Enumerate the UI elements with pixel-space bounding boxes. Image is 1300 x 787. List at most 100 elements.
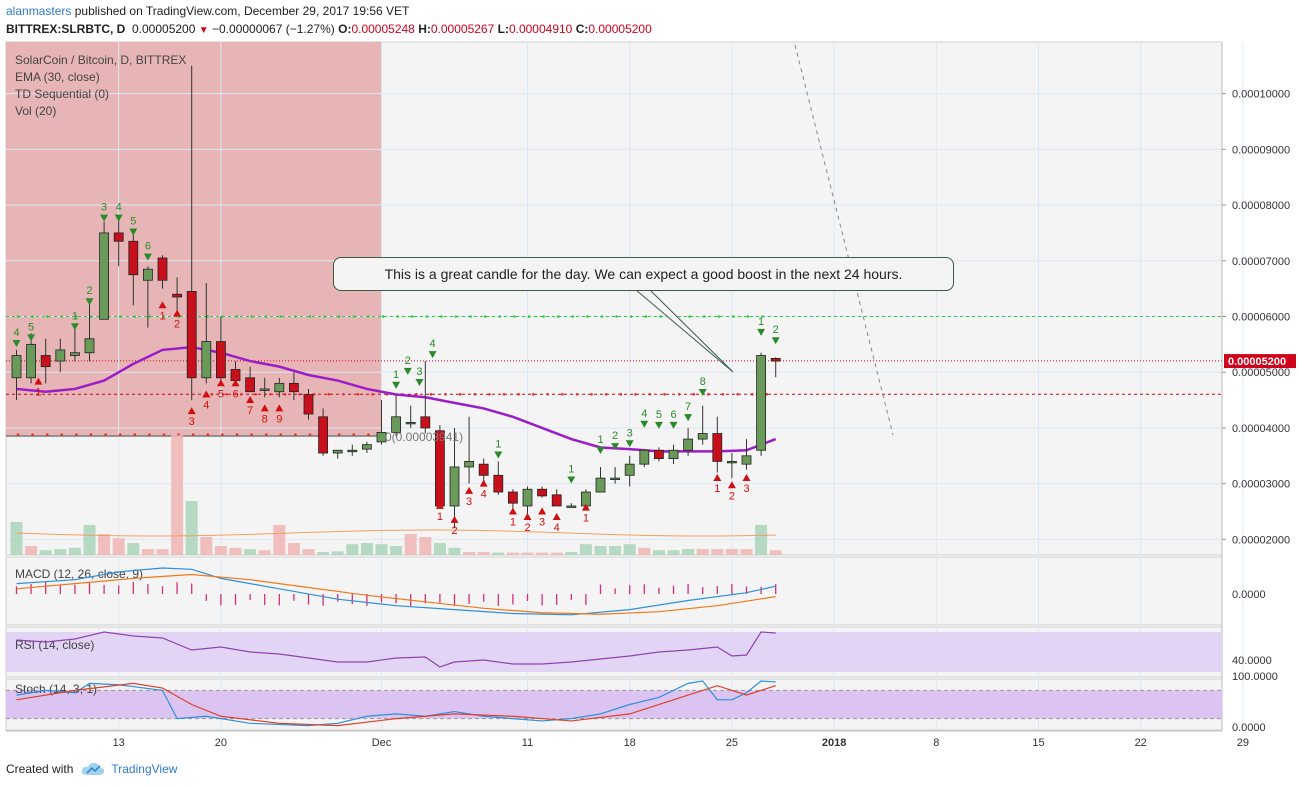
volume-bar [579, 544, 592, 555]
author-link[interactable]: alanmasters [6, 4, 72, 18]
candle-body [318, 416, 329, 454]
time-tick-label: 25 [726, 737, 738, 749]
td-dot [644, 315, 648, 318]
td-dot [590, 392, 593, 396]
volume-bar [171, 435, 184, 555]
td-count-label: 1 [758, 316, 764, 328]
td-dot [527, 315, 531, 318]
candle-body [40, 355, 51, 368]
candle-body [157, 257, 168, 281]
td-dot [89, 315, 93, 318]
candle-body [186, 291, 197, 379]
candle-body [303, 394, 314, 415]
td-dot [206, 433, 210, 436]
td-dot [513, 315, 516, 318]
volume-bar [696, 549, 709, 555]
td-dot [327, 392, 331, 396]
price-tick-label: 0.00007000 [1232, 256, 1290, 268]
td-count-label: 1 [159, 310, 165, 322]
td-count-label: 1 [510, 516, 516, 528]
td-dot [210, 392, 214, 396]
td-count-label: 1 [72, 310, 78, 322]
td-dot [118, 433, 122, 436]
td-dot [283, 392, 287, 396]
td-count-label: 3 [101, 202, 107, 214]
down-arrow-icon: ▼ [198, 25, 209, 36]
time-tick-label: 18 [624, 737, 636, 749]
td-dot [761, 315, 764, 318]
td-down-arrow-icon [415, 379, 424, 387]
candle-body [113, 232, 124, 242]
volume-bar [623, 544, 636, 555]
candle-body [624, 463, 635, 476]
open-value: 0.00005248 [351, 22, 415, 36]
td-dot [429, 392, 433, 396]
price-tick-label: 0.00004000 [1232, 423, 1290, 435]
macd-pane [5, 556, 1223, 626]
td-dot [502, 392, 506, 396]
td-count-label: 6 [232, 388, 238, 400]
candle-body [507, 491, 518, 504]
volume-bar [419, 537, 432, 555]
annotation-callout[interactable]: This is a great candle for the day. We c… [333, 257, 954, 291]
candle-body [697, 433, 708, 440]
stoch-band [6, 690, 1222, 719]
td-dot [337, 315, 341, 318]
td-count-label: 7 [247, 405, 253, 417]
td-dot [575, 392, 579, 396]
volume-bar [302, 549, 315, 555]
signal-line [16, 573, 776, 615]
indicator-label: TD Sequential (0) [15, 87, 109, 101]
td-dot [308, 433, 312, 436]
time-tick-label: 11 [522, 737, 533, 749]
volume-bar [244, 549, 257, 555]
candle-body [683, 438, 693, 451]
td-count-label: 2 [773, 324, 779, 336]
td-dot [118, 315, 122, 318]
candle-body [449, 466, 460, 507]
high-label: H: [418, 22, 431, 36]
td-dot [473, 392, 477, 396]
td-count-label: 2 [524, 522, 530, 534]
ohlc-line: BITTREX:SLRBTC, D 0.00005200 ▼ −0.000000… [6, 22, 652, 36]
volume-bar [550, 552, 563, 555]
low-value: 0.00004910 [508, 22, 573, 36]
published-text: published on TradingView.com, December 2… [74, 4, 410, 18]
td-up-arrow-icon [552, 513, 561, 521]
tradingview-link[interactable]: TradingView [81, 762, 177, 776]
volume-bar [331, 551, 344, 555]
td-down-arrow-icon [27, 334, 36, 342]
td-count-label: 8 [700, 376, 706, 388]
volume-bar [360, 543, 373, 555]
td-dot [458, 392, 462, 396]
td-dot [294, 433, 297, 436]
indicator-label: EMA (30, close) [15, 70, 100, 84]
candle-body [332, 449, 343, 454]
td-dot [60, 433, 64, 436]
candle-body [756, 355, 766, 451]
candle-body [595, 477, 606, 493]
td-count-label: 3 [539, 516, 545, 528]
candle-body [361, 444, 372, 450]
rsi-tick-label: 40.0000 [1232, 655, 1272, 667]
candle-body [420, 416, 431, 429]
candle-body [478, 463, 489, 476]
td-dot [659, 315, 662, 318]
volume-bar [54, 549, 67, 555]
td-dot [469, 315, 472, 318]
volume-bar [448, 547, 461, 555]
td-up-arrow-icon [216, 379, 225, 387]
macd-line [16, 567, 776, 616]
volume-bar [375, 544, 388, 555]
td-down-arrow-icon [114, 214, 123, 222]
td-dot [323, 315, 326, 318]
td-up-arrow-icon [508, 507, 517, 515]
volume-bar [83, 525, 96, 555]
td-up-arrow-icon [742, 474, 751, 482]
td-dot [692, 392, 696, 396]
td-down-arrow-icon [403, 367, 412, 375]
td-dot [352, 433, 356, 436]
td-dot [415, 392, 418, 396]
price-tick-label: 0.00002000 [1232, 534, 1290, 546]
